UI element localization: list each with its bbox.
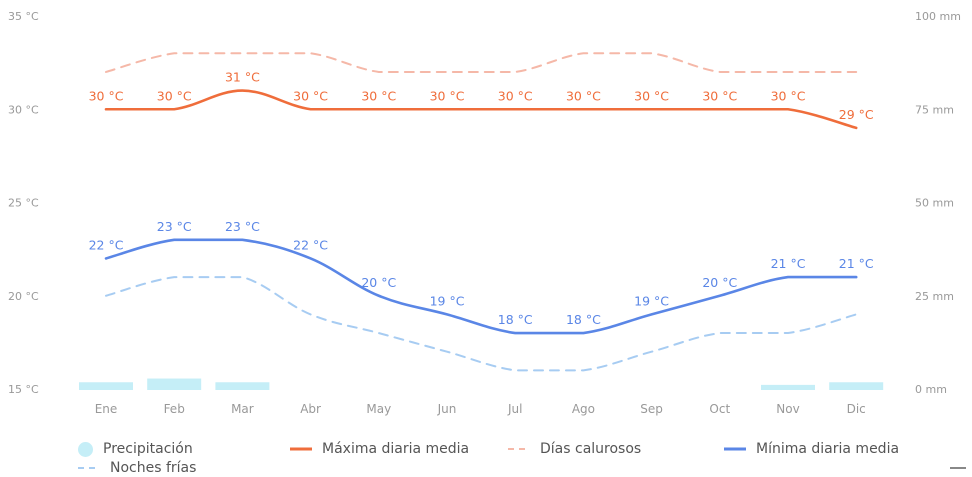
data-label: 30 °C (566, 88, 601, 103)
data-label: 20 °C (361, 275, 396, 290)
right-tick-label: 50 mm (915, 197, 954, 210)
minima-diaria-media-line (104, 238, 858, 335)
dias-calurosos-line (105, 52, 858, 73)
data-labels: 30 °C 30 °C 31 °C 30 °C 30 °C 30 °C 30 °C 30 °C… (89, 70, 874, 327)
corner-mark (950, 467, 966, 469)
data-label: 30 °C (293, 88, 328, 103)
series-lines (104, 52, 858, 372)
data-label: 31 °C (225, 70, 260, 85)
data-label: 18 °C (498, 312, 533, 327)
maxima-diaria-media-line (104, 89, 858, 130)
month-label: Nov (776, 402, 799, 416)
month-label: Oct (709, 402, 730, 416)
right-tick-label: 0 mm (915, 383, 947, 396)
data-label: 30 °C (771, 88, 806, 103)
data-label: 29 °C (839, 107, 874, 122)
right-tick-label: 25 mm (915, 290, 954, 303)
data-label: 20 °C (702, 275, 737, 290)
left-tick-label: 20 °C (8, 290, 39, 303)
month-label: Ago (572, 402, 595, 416)
left-tick-label: 25 °C (8, 197, 39, 210)
data-label: 22 °C (293, 237, 328, 252)
data-label: 18 °C (566, 312, 601, 327)
right-axis: 0 mm 25 mm 50 mm 75 mm 100 mm (915, 10, 961, 396)
precipitation-bars (79, 378, 884, 390)
data-label: 21 °C (771, 256, 806, 271)
right-tick-label: 100 mm (915, 10, 961, 23)
data-label: 19 °C (430, 293, 465, 308)
precipitation-bar (761, 384, 815, 390)
data-label: 21 °C (839, 256, 874, 271)
month-label: Mar (231, 402, 254, 416)
precipitation-bar (215, 382, 270, 390)
data-label: 19 °C (634, 293, 669, 308)
data-label: 23 °C (157, 219, 192, 234)
month-label: Jul (507, 402, 522, 416)
precipitation-bar (79, 382, 133, 390)
data-label: 30 °C (430, 88, 465, 103)
month-label: Sep (640, 402, 663, 416)
data-label: 30 °C (89, 88, 124, 103)
month-label: May (366, 402, 391, 416)
left-tick-label: 15 °C (8, 383, 39, 396)
data-label: 30 °C (157, 88, 192, 103)
month-label: Abr (300, 402, 321, 416)
precipitation-bar (829, 382, 884, 390)
left-tick-label: 30 °C (8, 103, 39, 116)
month-label: Dic (847, 402, 866, 416)
month-label: Ene (95, 402, 118, 416)
data-label: 30 °C (498, 88, 533, 103)
left-axis: 15 °C 20 °C 25 °C 30 °C 35 °C (8, 10, 39, 396)
data-label: 30 °C (702, 88, 737, 103)
data-label: 23 °C (225, 219, 260, 234)
noches-frias-line (105, 276, 858, 372)
month-label: Jun (437, 402, 457, 416)
right-tick-label: 75 mm (915, 103, 954, 116)
left-tick-label: 35 °C (8, 10, 39, 23)
data-label: 30 °C (634, 88, 669, 103)
x-axis: Ene Feb Mar Abr May Jun Jul Ago Sep Oct Nov Dic (95, 402, 866, 416)
precipitation-bar (147, 378, 202, 390)
data-label: 30 °C (361, 88, 396, 103)
month-label: Feb (164, 402, 185, 416)
data-label: 22 °C (89, 237, 124, 252)
